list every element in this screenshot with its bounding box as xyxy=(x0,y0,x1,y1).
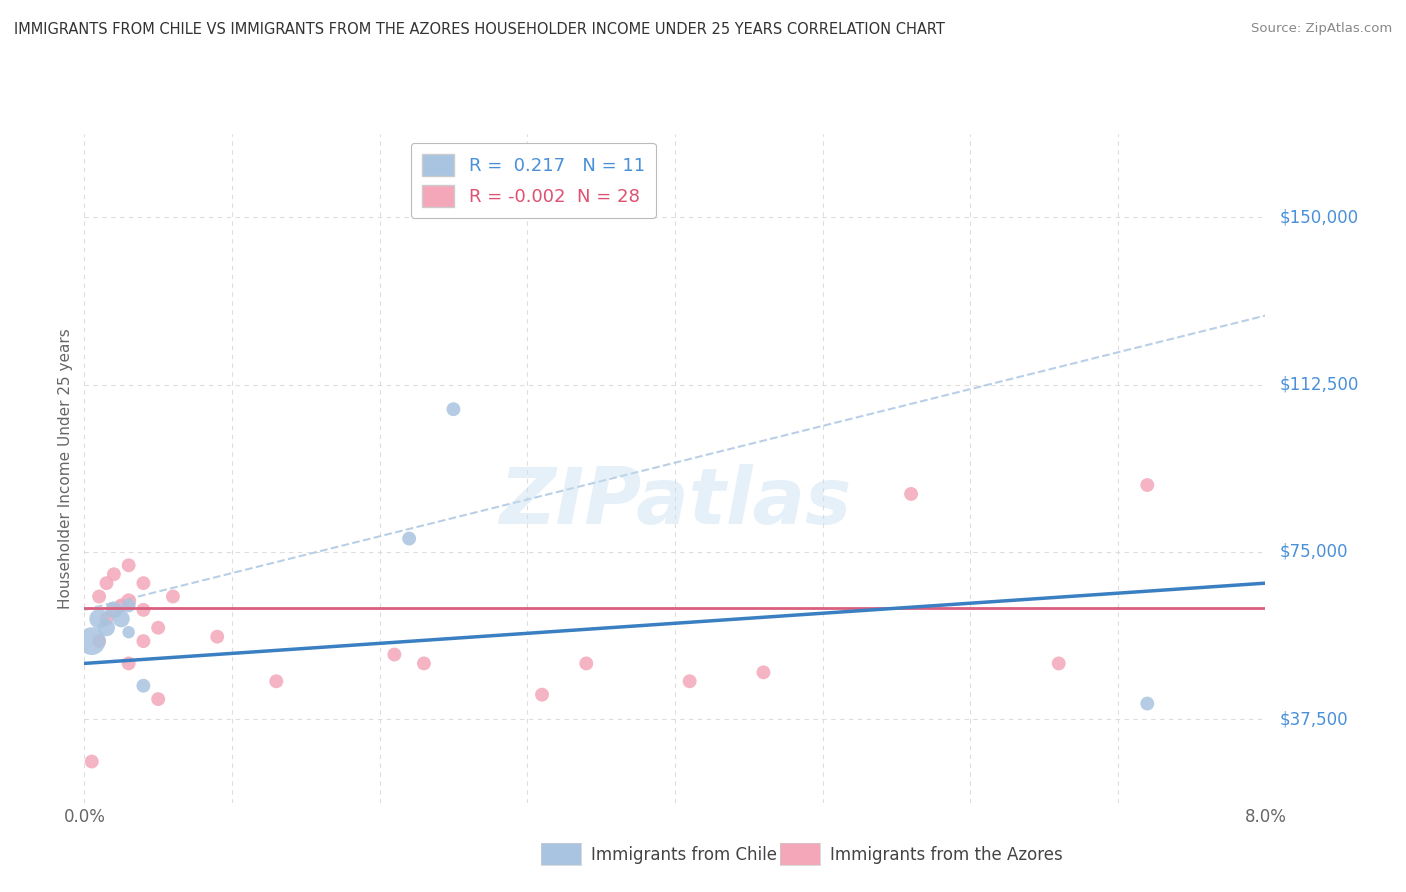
Point xyxy=(1136,697,1159,711)
Point xyxy=(110,599,132,613)
Point xyxy=(148,692,170,706)
Point xyxy=(87,590,111,604)
Point xyxy=(162,590,184,604)
Point xyxy=(87,634,111,648)
Point xyxy=(118,625,141,640)
Text: ZIPatlas: ZIPatlas xyxy=(499,464,851,540)
Point xyxy=(132,634,155,648)
Point xyxy=(1047,657,1070,671)
Point xyxy=(118,657,141,671)
Point xyxy=(264,674,288,689)
Point xyxy=(443,402,465,417)
Point xyxy=(96,612,118,626)
Legend: R =  0.217   N = 11, R = -0.002  N = 28: R = 0.217 N = 11, R = -0.002 N = 28 xyxy=(411,143,655,218)
Text: $150,000: $150,000 xyxy=(1279,209,1358,227)
Point xyxy=(752,665,775,680)
Point xyxy=(382,648,406,662)
Point xyxy=(575,657,598,671)
Point xyxy=(132,603,155,617)
Point xyxy=(679,674,702,689)
Point xyxy=(1136,478,1159,492)
Point xyxy=(118,558,141,573)
Point xyxy=(103,603,125,617)
Point xyxy=(80,634,103,648)
Point xyxy=(118,599,141,613)
Text: Source: ZipAtlas.com: Source: ZipAtlas.com xyxy=(1251,22,1392,36)
Point xyxy=(110,612,132,626)
Point xyxy=(900,487,922,501)
Point xyxy=(132,576,155,591)
Point xyxy=(118,594,141,608)
Point xyxy=(103,567,125,582)
Point xyxy=(80,755,103,769)
Point xyxy=(398,532,420,546)
Y-axis label: Householder Income Under 25 years: Householder Income Under 25 years xyxy=(58,328,73,608)
Point xyxy=(413,657,436,671)
Point xyxy=(132,679,155,693)
Point xyxy=(531,688,554,702)
Point xyxy=(148,621,170,635)
Point xyxy=(96,621,118,635)
Point xyxy=(205,630,228,644)
Text: IMMIGRANTS FROM CHILE VS IMMIGRANTS FROM THE AZORES HOUSEHOLDER INCOME UNDER 25 : IMMIGRANTS FROM CHILE VS IMMIGRANTS FROM… xyxy=(14,22,945,37)
Text: Immigrants from the Azores: Immigrants from the Azores xyxy=(830,846,1063,863)
Point xyxy=(96,576,118,591)
Text: $75,000: $75,000 xyxy=(1279,543,1348,561)
Point xyxy=(103,603,125,617)
Text: $112,500: $112,500 xyxy=(1279,376,1358,393)
Text: Immigrants from Chile: Immigrants from Chile xyxy=(591,846,776,863)
Point xyxy=(87,612,111,626)
Text: $37,500: $37,500 xyxy=(1279,710,1348,728)
